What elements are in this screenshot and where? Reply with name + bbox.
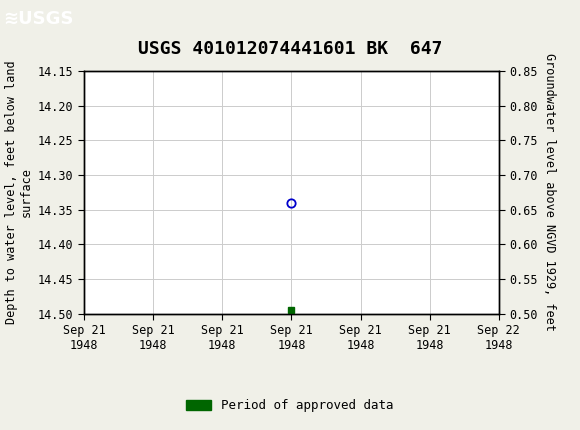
Legend: Period of approved data: Period of approved data [181,394,399,417]
Text: ≋USGS: ≋USGS [3,10,74,28]
Y-axis label: Depth to water level, feet below land
surface: Depth to water level, feet below land su… [5,61,32,324]
Y-axis label: Groundwater level above NGVD 1929, feet: Groundwater level above NGVD 1929, feet [543,53,556,332]
Text: USGS 401012074441601 BK  647: USGS 401012074441601 BK 647 [138,40,442,58]
